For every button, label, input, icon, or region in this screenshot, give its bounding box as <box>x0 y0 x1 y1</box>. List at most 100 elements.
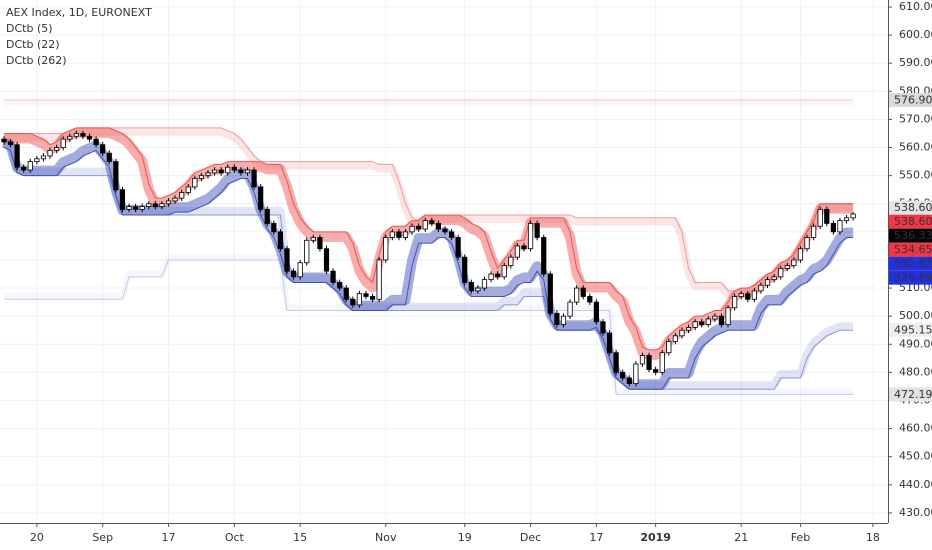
band-fill <box>3 253 854 395</box>
band-line <box>3 147 854 390</box>
candle-body <box>100 144 106 154</box>
price-label: 538.60 <box>894 215 932 228</box>
candle-body <box>567 301 573 317</box>
candle-body <box>455 237 461 258</box>
x-tick-label: Oct <box>225 531 245 544</box>
candle-body <box>231 166 237 171</box>
candle-body <box>304 239 310 264</box>
y-tick-label: 480.00 <box>899 365 932 378</box>
band-fill <box>2 139 854 390</box>
candle-body <box>350 298 356 306</box>
y-tick-label: 490.00 <box>899 337 932 350</box>
candle-body <box>317 237 323 250</box>
candle-body <box>488 273 494 281</box>
candle-body <box>692 321 698 328</box>
candle-body <box>80 133 86 137</box>
candle-body <box>369 296 376 300</box>
candle-body <box>284 248 290 272</box>
candle-body <box>626 377 632 385</box>
candle-body <box>659 352 665 373</box>
legend-entry: DCtb (22) <box>6 38 60 51</box>
candle-body <box>139 206 145 210</box>
candle-body <box>119 189 126 210</box>
x-tick-label: 18 <box>866 531 880 544</box>
candle-body <box>40 155 47 160</box>
band-fill <box>3 127 854 299</box>
price-label: 538.60 <box>894 201 932 214</box>
candle-body <box>389 231 395 238</box>
candle-body <box>580 287 586 297</box>
legend-entry: DCtb (5) <box>6 22 53 35</box>
band-line <box>3 147 854 390</box>
candle-body <box>7 141 14 146</box>
candle-body <box>54 147 60 151</box>
candle-body <box>738 293 744 297</box>
price-label: 495.15 <box>894 323 932 336</box>
price-label: 536.33 <box>894 229 932 242</box>
candle-body <box>409 225 415 233</box>
y-tick-label: 610.00 <box>899 0 932 13</box>
candle-body <box>435 223 442 230</box>
x-tick-label: Feb <box>791 531 810 544</box>
legend: AEX Index, 1D, EURONEXT DCtb (5) DCtb (2… <box>6 6 152 67</box>
candle-body <box>159 203 165 207</box>
candle-body <box>600 321 606 334</box>
candle-body <box>238 169 244 174</box>
candle-body <box>60 138 66 148</box>
candle-body <box>751 290 757 300</box>
candle-body <box>244 169 251 174</box>
candle-body <box>778 267 784 278</box>
candle-body <box>323 248 330 272</box>
candle-body <box>468 282 474 292</box>
candle-body <box>343 287 349 300</box>
y-tick-label: 600.00 <box>899 28 932 41</box>
band-fill <box>3 127 854 360</box>
price-label: 576.90 <box>894 94 932 107</box>
grid <box>0 0 888 523</box>
candle-body <box>146 203 152 207</box>
price-label: 530.92 <box>894 257 932 270</box>
candle-body <box>817 208 823 227</box>
candle-body <box>271 223 277 233</box>
candle-body <box>290 270 297 278</box>
candle-body <box>376 259 382 300</box>
candle-body <box>699 321 705 325</box>
candle-body <box>514 245 520 258</box>
legend-title: AEX Index, 1D, EURONEXT <box>6 6 152 19</box>
candle-body <box>764 279 771 286</box>
candle-body <box>225 166 231 174</box>
y-tick-label: 550.00 <box>899 169 932 182</box>
candle-body <box>27 161 33 171</box>
candle-body <box>416 225 422 230</box>
x-tick-label: 20 <box>30 531 44 544</box>
candle-body <box>745 293 751 300</box>
candle-body <box>264 208 270 224</box>
candle-body <box>837 220 843 233</box>
candle-body <box>310 237 316 241</box>
candle-body <box>712 315 718 320</box>
x-tick-label: Sep <box>92 531 113 544</box>
candle-body <box>86 135 93 140</box>
x-tick-label: 17 <box>162 531 176 544</box>
candle-body <box>402 231 409 238</box>
candle-body <box>218 169 224 174</box>
x-tick-label: 21 <box>734 531 748 544</box>
y-tick-label: 570.00 <box>899 112 932 125</box>
candle-body <box>587 296 593 303</box>
candle-body <box>547 273 553 314</box>
price-label-box <box>889 256 932 271</box>
candle-body <box>495 273 501 278</box>
candle-body <box>1 138 7 143</box>
candle-body <box>732 296 738 309</box>
candle-body <box>666 341 672 354</box>
candle-body <box>152 203 158 207</box>
candle-body <box>804 237 810 250</box>
candle-body <box>521 245 527 250</box>
candle-body <box>133 206 139 210</box>
candle-body <box>442 228 448 233</box>
candle-body <box>34 158 40 162</box>
candle-body <box>850 213 856 219</box>
candle-body <box>448 231 455 238</box>
candle-body <box>613 352 619 373</box>
